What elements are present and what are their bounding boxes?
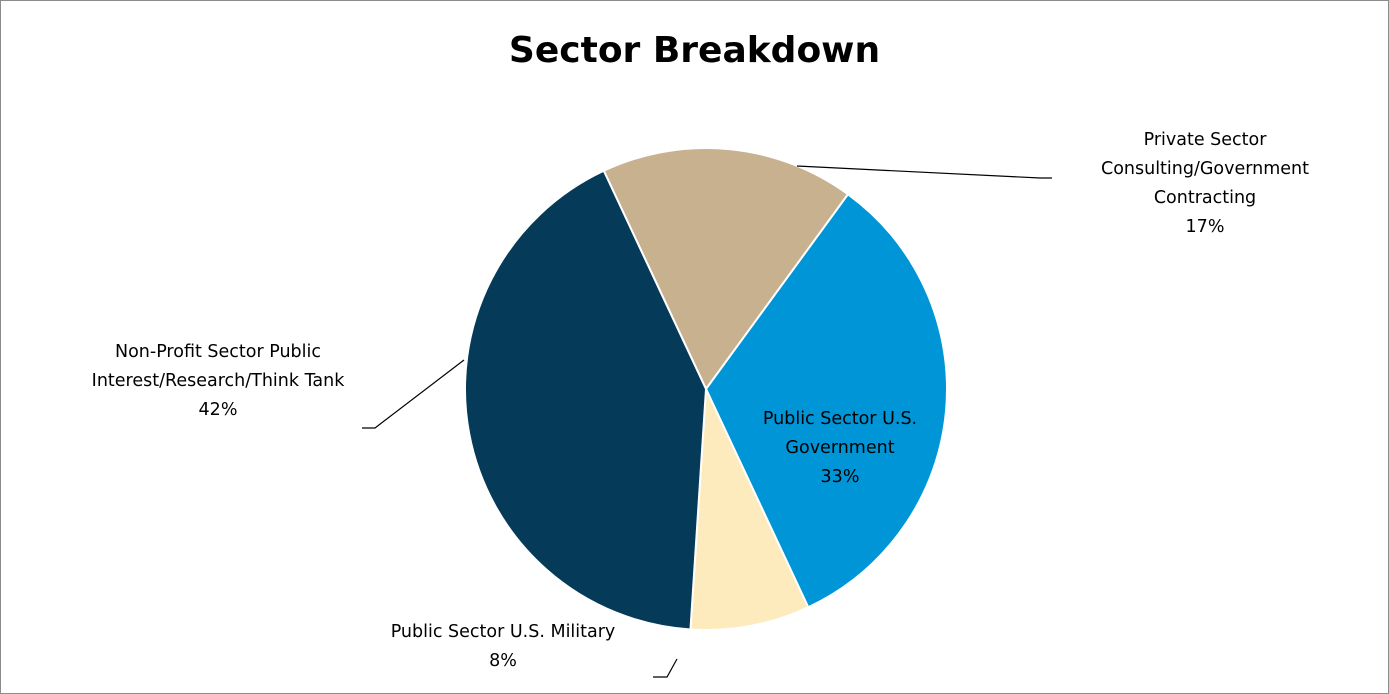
chart-title: Sector Breakdown (508, 30, 881, 71)
slice-label-text: Non-Profit Sector Public (115, 342, 321, 362)
data-labels: Private Sector Consulting/Government Contr… (92, 130, 1310, 671)
slice-label-text: Interest/Research/Think Tank (92, 371, 346, 391)
leader-line (653, 658, 678, 678)
slice-public-military (689, 388, 810, 631)
slice-label-text: Public Sector U.S. Military (391, 622, 616, 642)
slice-non-profit (464, 169, 708, 631)
slice-value-label: 42% (199, 400, 238, 420)
leader-line (362, 359, 465, 429)
slice-value-label: 33% (821, 467, 860, 487)
slice-label-text: Consulting/Government (1101, 159, 1309, 179)
slice-label-text: Private Sector (1144, 130, 1268, 150)
leader-lines (362, 165, 1052, 678)
slice-label-text: Contracting (1154, 188, 1256, 208)
slice-label-text: Government (785, 438, 894, 458)
slice-public-government (704, 192, 948, 609)
slice-value-label: 17% (1186, 217, 1225, 237)
slice-private-sector (602, 147, 850, 391)
slice-label-text: Public Sector U.S. (763, 409, 917, 429)
slice-value-label: 8% (489, 651, 517, 671)
pie-slices (464, 147, 948, 631)
leader-line (796, 165, 1052, 179)
